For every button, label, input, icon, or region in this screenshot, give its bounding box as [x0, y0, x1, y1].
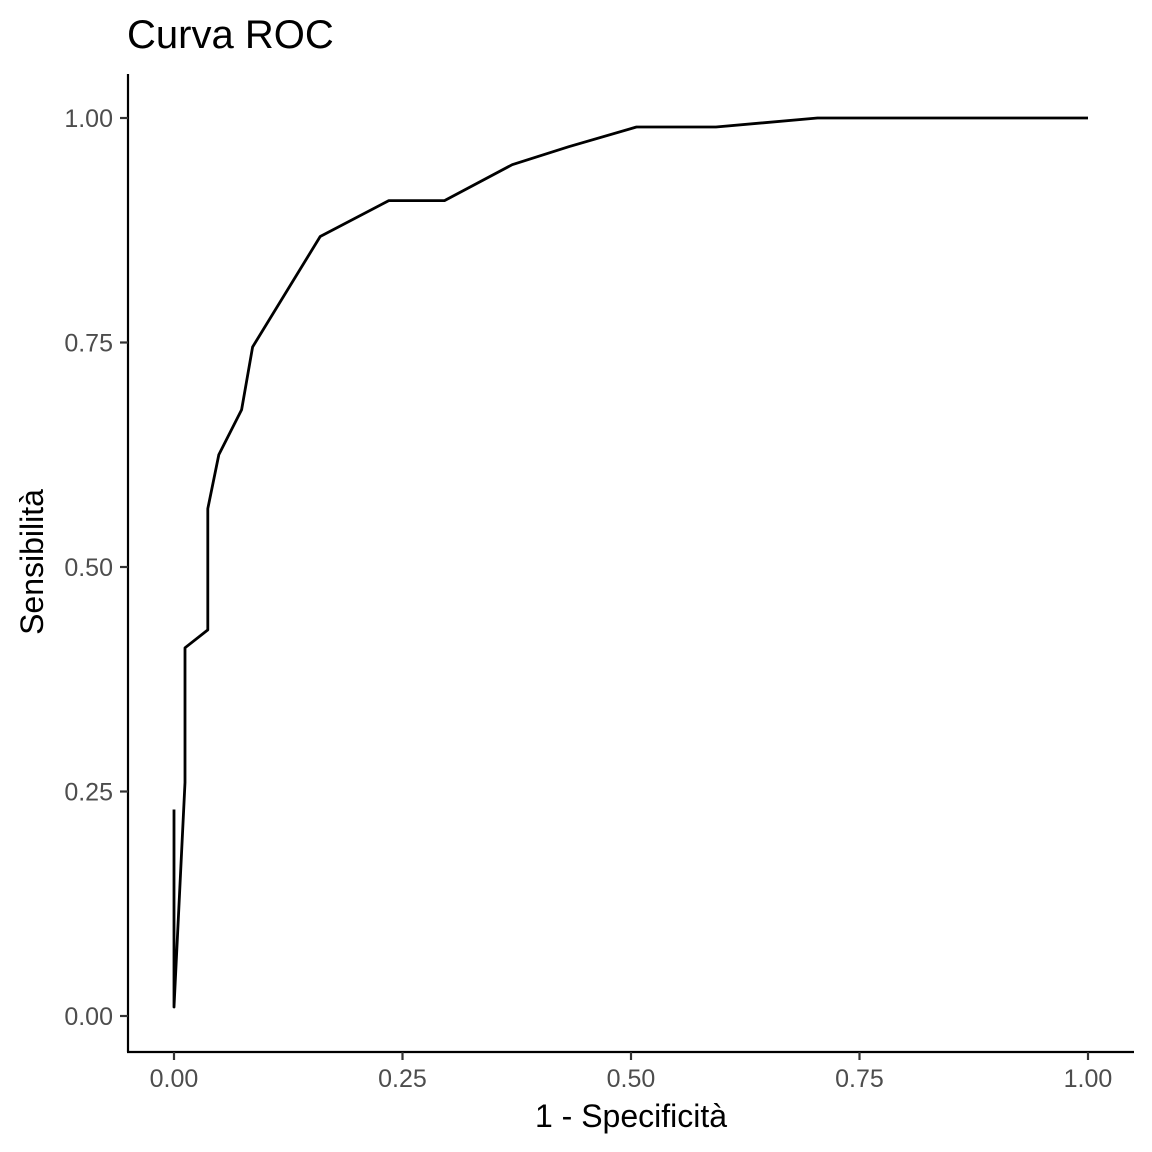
y-tick-label: 0.00: [64, 1003, 113, 1031]
x-tick-label: 0.75: [835, 1065, 884, 1093]
chart-title: Curva ROC: [127, 13, 334, 57]
plot-area: 0.00 0.25 0.50 0.75 1.00 0.00 0.25 0.50 0.75 1.0…: [64, 74, 1134, 1093]
x-tick-label: 0.50: [607, 1065, 656, 1093]
y-tick-label: 0.75: [64, 330, 113, 358]
roc-curve-line: [172, 116, 1088, 1009]
y-tick-label: 1.00: [64, 105, 113, 133]
y-axis-ticks: 0.00 0.25 0.50 0.75 1.00: [64, 105, 128, 1031]
y-tick-label: 0.50: [64, 554, 113, 582]
x-axis-title: 1 - Specificità: [535, 1098, 727, 1134]
x-tick-label: 1.00: [1064, 1065, 1113, 1093]
y-axis-title: Sensibilità: [14, 489, 50, 635]
x-tick-label: 0.00: [150, 1065, 199, 1093]
x-tick-label: 0.25: [378, 1065, 427, 1093]
y-tick-label: 0.25: [64, 779, 113, 807]
x-axis-ticks: 0.00 0.25 0.50 0.75 1.00: [150, 1052, 1113, 1093]
